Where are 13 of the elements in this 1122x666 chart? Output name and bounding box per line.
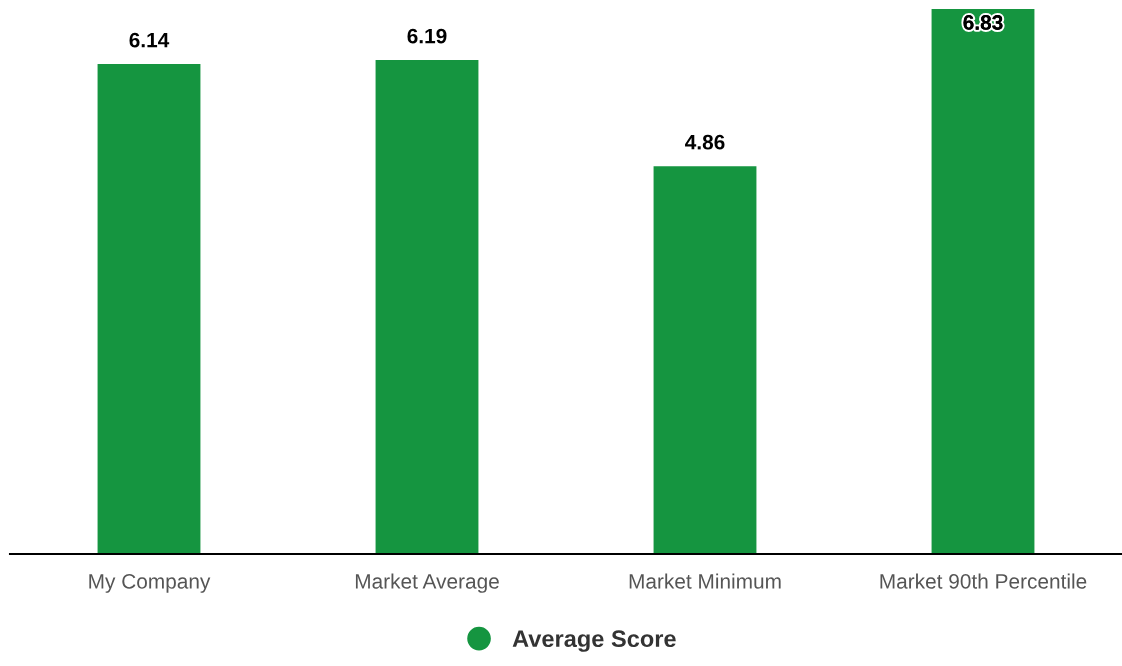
x-tick-label: Market 90th Percentile — [880, 573, 1087, 589]
bar — [653, 166, 757, 554]
legend-label: Average Score — [512, 630, 676, 652]
x-tick-label: Market Average — [355, 573, 499, 593]
data-label: 6.83 — [963, 15, 1003, 30]
bar — [97, 64, 201, 554]
bar — [931, 9, 1035, 554]
data-label: 4.86 — [685, 134, 725, 150]
bar — [375, 60, 479, 554]
x-tick-label: Market Minimum — [629, 573, 781, 589]
data-label: 6.14 — [129, 32, 170, 48]
x-tick-label: My Company — [89, 573, 211, 593]
data-label: 6.19 — [407, 28, 447, 44]
